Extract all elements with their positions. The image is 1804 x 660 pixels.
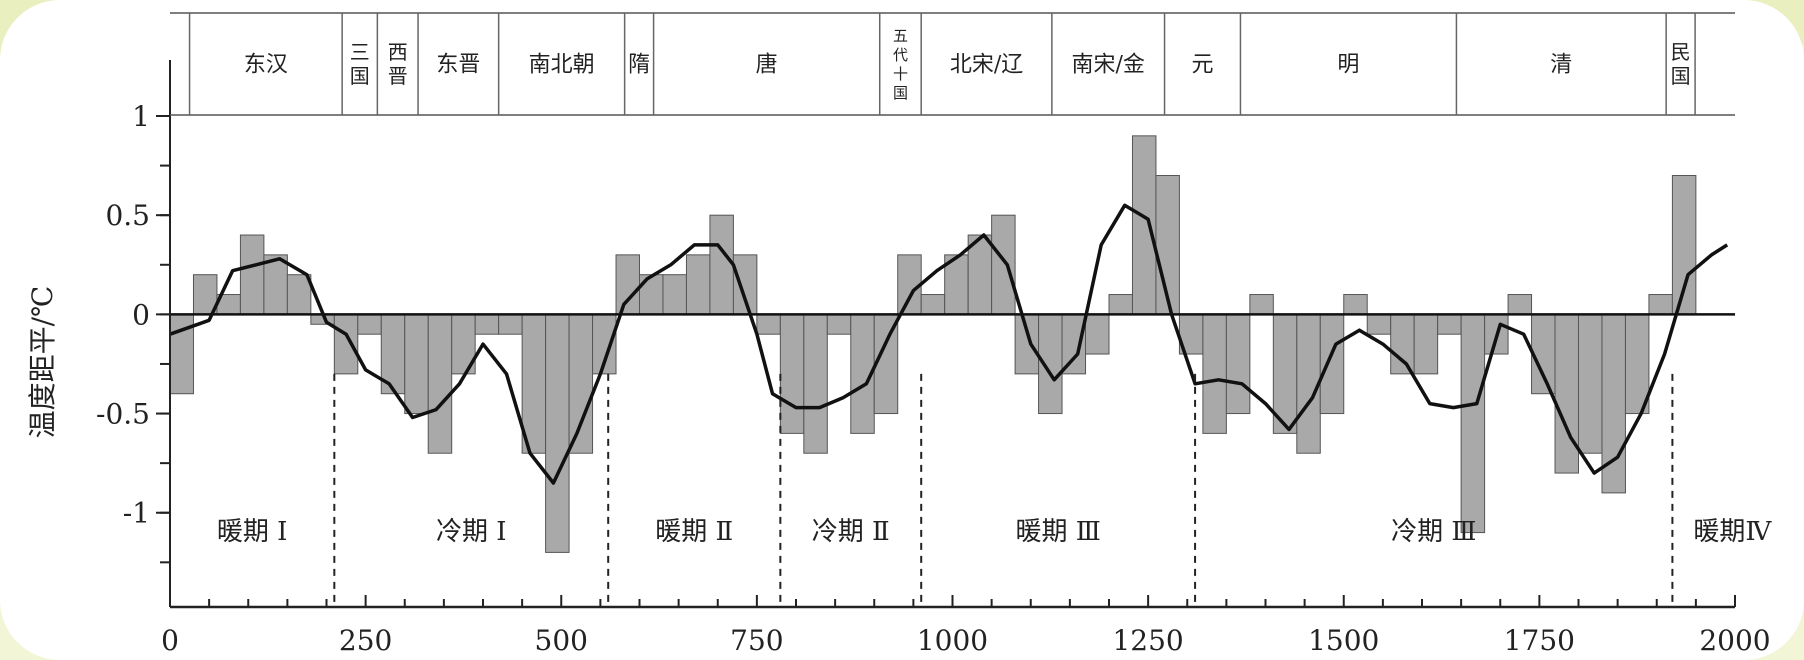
x-tick-label: 1750 (1504, 624, 1575, 657)
bar (474, 313, 500, 335)
x-tick-label: 500 (535, 624, 588, 657)
bar (333, 313, 359, 375)
bar (1648, 294, 1673, 315)
period-label: 暖期 Ⅰ (217, 517, 288, 547)
dynasty-label: 南北朝 (529, 53, 595, 78)
bar (1131, 135, 1157, 315)
bar (756, 313, 781, 335)
x-tick-label: 250 (339, 624, 392, 657)
bar (732, 254, 758, 315)
dynasty-label: 明 (1337, 53, 1359, 78)
x-tick-label: 1000 (917, 624, 988, 657)
bar (498, 313, 523, 335)
bar (1202, 313, 1227, 434)
bar (357, 313, 382, 335)
bar (920, 294, 946, 315)
dynasty-label: 东晋 (436, 53, 480, 78)
period-label: 暖期Ⅳ (1693, 517, 1772, 547)
bar (1319, 313, 1345, 415)
y-tick-label: 0.5 (105, 199, 150, 232)
bar (427, 313, 453, 454)
bar (568, 313, 594, 454)
bar (991, 214, 1016, 315)
bar (1554, 313, 1580, 474)
x-tick-label: 1500 (1308, 624, 1379, 657)
bar (239, 234, 265, 315)
dynasty-label: 三国 (350, 40, 370, 88)
bar (286, 274, 312, 315)
bar (1507, 294, 1533, 315)
period-label: 冷期 Ⅰ (436, 517, 507, 547)
dynasty-label: 清 (1550, 53, 1572, 78)
dynasty-label: 南宋/金 (1072, 53, 1145, 78)
y-tick-label: -1 (123, 497, 150, 530)
bar (1249, 294, 1274, 315)
x-tick-label: 750 (730, 624, 783, 657)
dynasty-label: 东汉 (244, 53, 288, 78)
y-axis-label: 温度距平/℃ (26, 286, 59, 439)
dynasty-label: 民国 (1671, 40, 1691, 88)
bar (615, 254, 641, 315)
bar (897, 254, 922, 315)
y-tick-label: 1 (132, 100, 150, 133)
bar (709, 214, 734, 315)
period-label: 冷期 Ⅱ (812, 517, 890, 547)
dynasty-label: 五代十国 (893, 27, 908, 102)
bar (1413, 313, 1439, 375)
bar (404, 313, 429, 415)
bar (1014, 313, 1040, 375)
bar (1108, 294, 1133, 315)
bar (826, 313, 852, 335)
dynasty-label: 北宋/辽 (950, 53, 1023, 78)
bar (803, 313, 828, 454)
bar (685, 254, 711, 315)
bar (639, 274, 664, 315)
x-tick-label: 2000 (1699, 624, 1770, 657)
dynasty-label: 元 (1192, 53, 1214, 78)
bar (779, 313, 805, 434)
bar (263, 254, 288, 315)
bar (1460, 313, 1486, 534)
dynasty-label: 唐 (756, 53, 778, 78)
bar (1085, 313, 1110, 355)
bar (1437, 313, 1462, 335)
bar (1531, 313, 1556, 395)
bar (1366, 313, 1392, 335)
bar (1225, 313, 1251, 415)
x-tick-label: 0 (161, 624, 179, 657)
period-label: 暖期 Ⅱ (655, 517, 733, 547)
period-label: 暖期 Ⅲ (1015, 517, 1100, 547)
y-tick-label: -0.5 (96, 398, 150, 431)
trend-line (169, 203, 1729, 485)
bars-group (169, 135, 1697, 553)
bar (1390, 313, 1415, 375)
bar (1578, 313, 1603, 454)
period-label: 冷期 Ⅲ (1391, 517, 1476, 547)
y-tick-label: 0 (132, 298, 150, 331)
bar (662, 274, 687, 315)
dynasty-label: 西晋 (388, 40, 408, 88)
bar (545, 313, 570, 553)
bar (1343, 294, 1368, 315)
x-tick-label: 1250 (1112, 624, 1183, 657)
dynasty-label: 隋 (628, 53, 650, 78)
